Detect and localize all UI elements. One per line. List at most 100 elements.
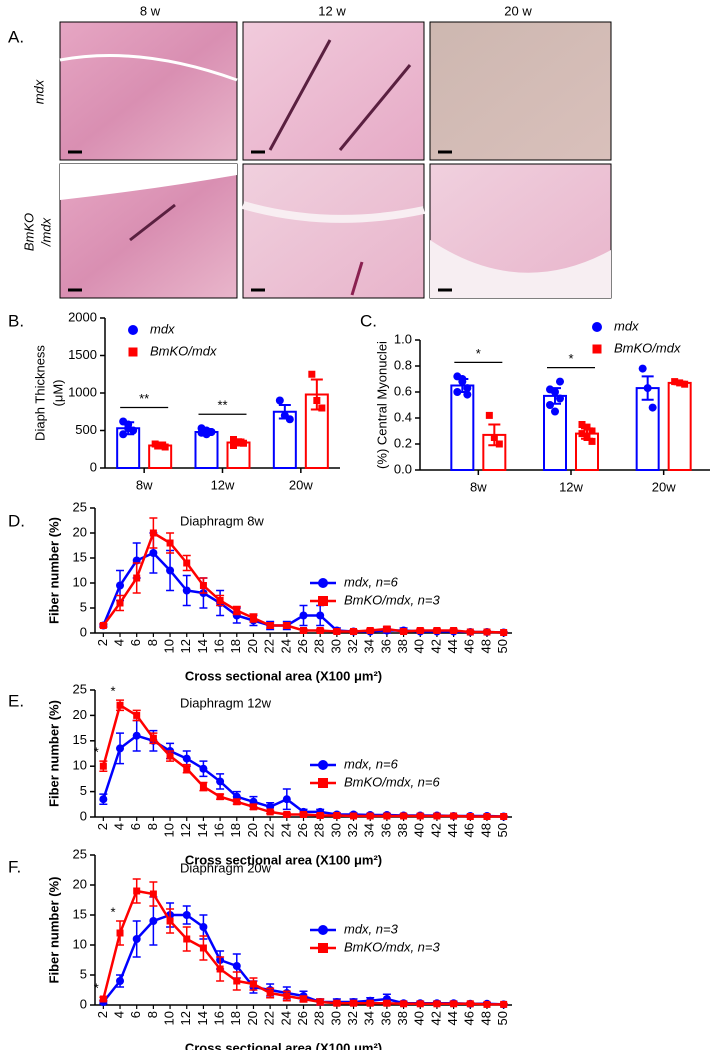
column-header: 12 w <box>318 3 346 18</box>
marker <box>199 783 207 791</box>
marker <box>676 379 684 387</box>
y-tick-label: 20 <box>73 524 87 539</box>
marker <box>300 810 307 818</box>
chart-title: Diaphragm 20w <box>180 860 272 875</box>
fold <box>268 39 332 151</box>
y-axis-label: Diaph Thickness <box>32 345 47 441</box>
histology-images <box>59 21 612 299</box>
y-axis-label: Fiber number (%) <box>46 517 61 624</box>
x-tick-label: 20w <box>289 477 313 492</box>
legend-label: mdx <box>614 318 639 333</box>
marker <box>275 396 284 405</box>
y-tick-label: 25 <box>73 846 87 861</box>
panel-label: D. <box>8 511 25 530</box>
annotation: * <box>94 745 99 760</box>
legend-label: BmKO/mdx, n=3 <box>344 592 440 607</box>
x-tick-label: 42 <box>428 639 443 653</box>
y-tick-label: 0 <box>80 624 87 639</box>
x-tick-label: 32 <box>345 639 360 653</box>
x-tick-label: 10 <box>161 639 176 653</box>
x-tick-label: 16 <box>212 1011 227 1025</box>
series-line <box>102 703 504 818</box>
marker <box>116 581 125 590</box>
x-tick-label: 30 <box>328 639 343 653</box>
x-tick-label: 40 <box>412 1011 427 1025</box>
x-tick-label: 12 <box>178 823 193 837</box>
marker <box>546 401 554 409</box>
x-axis-label: Cross sectional area (X100 μm²) <box>185 1040 382 1050</box>
image <box>242 163 425 299</box>
marker <box>116 929 124 937</box>
x-tick-label: 12w <box>211 477 235 492</box>
significance-label: * <box>568 351 573 366</box>
y-tick-label: 2000 <box>68 309 97 324</box>
x-tick-label: 38 <box>395 639 410 653</box>
marker <box>308 370 316 378</box>
x-tick-label: 10 <box>161 1011 176 1025</box>
marker <box>588 437 596 445</box>
annotation: * <box>110 904 115 919</box>
x-tick-label: 26 <box>295 639 310 653</box>
x-tick-label: 22 <box>262 823 277 837</box>
marker <box>149 917 158 925</box>
marker <box>463 390 472 399</box>
x-tick-label: 36 <box>378 823 393 837</box>
marker <box>318 925 328 935</box>
x-tick-label: 24 <box>278 639 293 653</box>
marker <box>588 427 596 435</box>
y-tick-label: 15 <box>73 906 87 921</box>
marker <box>266 808 274 816</box>
marker <box>551 407 559 416</box>
marker <box>400 812 408 820</box>
panel-label: A. <box>8 27 24 46</box>
marker <box>283 622 291 629</box>
x-tick-label: 38 <box>395 823 410 837</box>
chart-title: Diaphragm 8w <box>180 513 264 528</box>
marker <box>249 803 257 811</box>
y-tick-label: 20 <box>73 707 87 722</box>
significance-label: ** <box>139 391 149 406</box>
y-axis-label: Fiber number (%) <box>46 877 61 984</box>
marker <box>199 764 208 773</box>
marker <box>233 798 241 806</box>
annotation: * <box>110 684 115 699</box>
row-label: /mdx <box>38 217 53 247</box>
image <box>242 21 425 161</box>
y-tick-label: 5 <box>80 966 87 981</box>
legend-label: mdx, n=6 <box>344 756 399 771</box>
y-axis-label: Fiber number (%) <box>46 700 61 807</box>
column-header: 20 w <box>504 3 532 18</box>
marker <box>300 627 307 634</box>
annotation: * <box>94 981 99 996</box>
marker <box>149 890 157 898</box>
x-tick-label: 28 <box>312 1011 327 1025</box>
marker <box>433 1000 441 1008</box>
y-tick-label: 500 <box>75 422 97 437</box>
marker <box>318 404 326 412</box>
marker <box>592 344 602 354</box>
marker <box>313 397 321 404</box>
legend-label: BmKO/mdx <box>614 340 681 355</box>
marker <box>450 812 458 820</box>
marker <box>333 628 341 635</box>
x-tick-label: 32 <box>345 1011 360 1025</box>
marker <box>416 812 424 820</box>
x-tick-label: 4 <box>111 1011 126 1018</box>
x-tick-label: 34 <box>362 639 377 653</box>
marker <box>216 597 224 604</box>
x-tick-label: 26 <box>295 823 310 837</box>
x-tick-label: 30 <box>328 823 343 837</box>
y-tick-label: 0.4 <box>394 409 412 424</box>
x-tick-label: 18 <box>228 823 243 837</box>
marker <box>416 1000 424 1008</box>
marker <box>249 614 257 622</box>
marker <box>450 627 458 634</box>
x-tick-label: 4 <box>111 823 126 830</box>
y-tick-label: 10 <box>73 936 87 951</box>
marker <box>333 999 341 1007</box>
x-tick-label: 6 <box>128 1011 143 1018</box>
marker <box>166 566 175 575</box>
x-tick-label: 16 <box>212 823 227 837</box>
y-tick-label: 1.0 <box>394 331 412 346</box>
y-tick-label: 0 <box>80 808 87 823</box>
